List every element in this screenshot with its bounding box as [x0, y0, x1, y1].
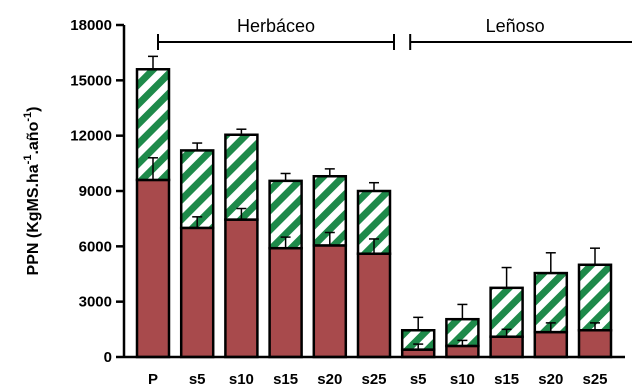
- x-tick-label: s20: [317, 371, 342, 388]
- y-tick-label: 0: [104, 349, 112, 366]
- x-tick-label: s15: [494, 371, 519, 388]
- bar-segment-upper: [224, 133, 259, 221]
- bar-segment-lower: [179, 226, 215, 359]
- bar-segment-lower: [577, 329, 613, 359]
- y-tick-label: 12000: [70, 128, 112, 145]
- bar-segment-upper: [179, 149, 215, 230]
- group-brackets: Herbáceo Leñoso: [157, 16, 632, 50]
- bar-segment-lower: [224, 218, 259, 359]
- bar-segment-upper: [577, 263, 613, 332]
- x-tick-label: s5: [189, 371, 206, 388]
- bars: [135, 55, 613, 359]
- y-tick-label: 15000: [70, 72, 112, 89]
- y-tick-label: 3000: [79, 294, 112, 311]
- group-label: Leñoso: [486, 16, 545, 36]
- x-tick-label: s15: [273, 371, 298, 388]
- bar-segment-lower: [445, 344, 480, 359]
- y-axis-title: PPN (KgMS.ha-1.año-1): [22, 107, 42, 276]
- y-axis-label: PPN (KgMS.ha-1.año-1): [22, 107, 42, 276]
- x-tick-label: s25: [361, 371, 386, 388]
- x-tick-label: P: [148, 371, 158, 388]
- y-tick-label: 18000: [70, 17, 112, 34]
- x-tick-label: s20: [538, 371, 563, 388]
- y-tick-label: 9000: [79, 183, 112, 200]
- y-axis: 0 3000 6000 9000 12000 15000 18000: [70, 17, 126, 366]
- x-tick-label: s25: [582, 371, 607, 388]
- bar-segment-lower: [268, 246, 303, 359]
- bar-segment-lower: [489, 335, 524, 359]
- bar-segment-lower: [533, 330, 569, 359]
- x-tick-label: s5: [410, 371, 427, 388]
- group-label: Herbáceo: [237, 16, 315, 36]
- x-tick-label: s10: [229, 371, 254, 388]
- y-tick-label: 6000: [79, 238, 112, 255]
- bar-segment-lower: [356, 252, 392, 359]
- bar-segment-lower: [312, 244, 348, 359]
- bar-segment-lower: [135, 178, 171, 359]
- x-tick-label: s10: [450, 371, 475, 388]
